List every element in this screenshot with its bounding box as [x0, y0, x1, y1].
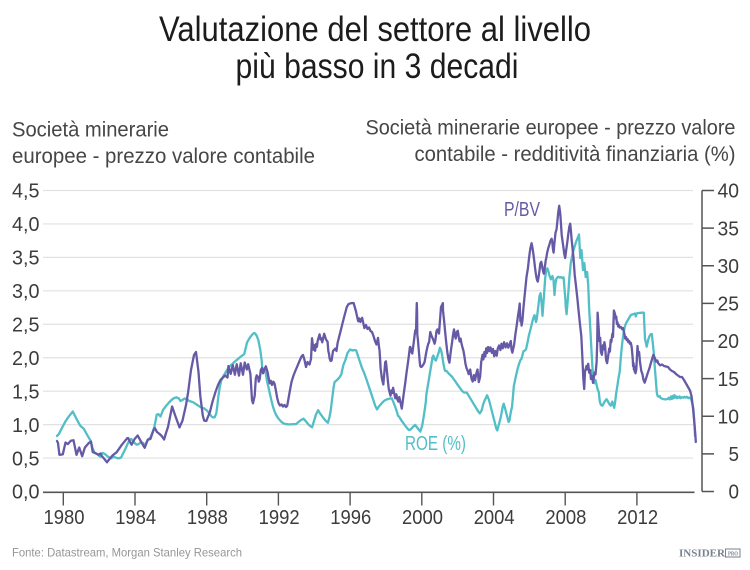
svg-text:2008: 2008 — [545, 507, 586, 529]
svg-text:INSIDER: INSIDER — [679, 549, 725, 560]
svg-text:20: 20 — [718, 331, 740, 353]
svg-text:PRO: PRO — [728, 550, 738, 557]
svg-text:2,0: 2,0 — [12, 348, 40, 370]
svg-text:3,0: 3,0 — [12, 281, 40, 303]
svg-text:25: 25 — [718, 294, 740, 316]
svg-text:35: 35 — [718, 218, 740, 240]
svg-text:0,0: 0,0 — [12, 482, 40, 504]
svg-text:Società minerarie: Società minerarie — [12, 119, 169, 142]
svg-text:1992: 1992 — [259, 507, 300, 529]
svg-text:0: 0 — [729, 482, 740, 504]
svg-text:4,5: 4,5 — [12, 181, 40, 203]
svg-text:2,5: 2,5 — [12, 314, 40, 336]
svg-text:5: 5 — [729, 444, 740, 466]
svg-text:40: 40 — [718, 181, 740, 203]
svg-text:2004: 2004 — [474, 507, 515, 529]
svg-text:1996: 1996 — [330, 507, 371, 529]
svg-text:1,0: 1,0 — [12, 415, 40, 437]
svg-text:10: 10 — [718, 406, 740, 428]
svg-text:Società minerarie europee - pr: Società minerarie europee - prezzo valor… — [366, 117, 736, 140]
svg-text:4,0: 4,0 — [12, 214, 40, 236]
svg-text:1988: 1988 — [187, 507, 228, 529]
svg-text:2012: 2012 — [617, 507, 658, 529]
svg-text:Fonte: Datastream, Morgan Stan: Fonte: Datastream, Morgan Stanley Resear… — [12, 546, 242, 560]
svg-text:P/BV: P/BV — [504, 199, 541, 221]
svg-text:1,5: 1,5 — [12, 381, 40, 403]
svg-text:ROE (%): ROE (%) — [405, 433, 466, 455]
svg-text:europee - prezzo valore contab: europee - prezzo valore contabile — [12, 145, 315, 168]
svg-text:Valutazione del settore al liv: Valutazione del settore al livello — [159, 10, 591, 49]
svg-text:0,5: 0,5 — [12, 448, 40, 470]
svg-text:1980: 1980 — [44, 507, 85, 529]
svg-text:30: 30 — [718, 256, 740, 278]
svg-text:3,5: 3,5 — [12, 248, 40, 270]
svg-text:1984: 1984 — [115, 507, 156, 529]
svg-text:2000: 2000 — [402, 507, 443, 529]
svg-text:contabile - redditività finanz: contabile - redditività finanziaria (%) — [415, 143, 736, 166]
svg-text:più basso in 3 decadi: più basso in 3 decadi — [236, 47, 519, 86]
svg-text:15: 15 — [718, 369, 740, 391]
